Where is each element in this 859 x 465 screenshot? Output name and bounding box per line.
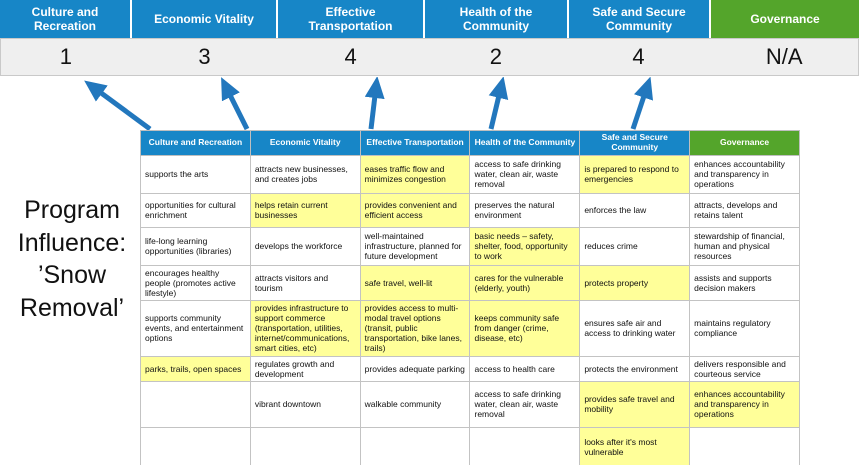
cell-r3c1: attracts visitors and tourism bbox=[249, 264, 361, 301]
cell-r2c2: well-maintained infrastructure, planned … bbox=[359, 226, 471, 266]
score-value-5: N/A bbox=[765, 44, 803, 69]
cell-r1c3: preserves the natural environment bbox=[469, 192, 581, 228]
table-header-row: Culture and Recreation Economic Vitality E… bbox=[140, 130, 800, 156]
cell-r3c5: assists and supports decision makers bbox=[689, 264, 800, 301]
cell-r0c5: enhances accountability and transparency… bbox=[689, 154, 800, 194]
cell-r6c2: walkable community bbox=[359, 380, 471, 428]
score-value-1: 3 bbox=[198, 44, 211, 69]
cell-r4c2: provides access to multi-modal travel op… bbox=[359, 299, 471, 357]
cell-r1c1: helps retain current businesses bbox=[249, 192, 361, 228]
cell-r7c0 bbox=[140, 426, 251, 465]
cell-r1c2: provides convenient and efficient access bbox=[359, 192, 471, 228]
cell-r5c0: parks, trails, open spaces bbox=[140, 355, 251, 382]
score-value-3: 2 bbox=[489, 44, 502, 69]
cell-r7c2 bbox=[359, 426, 471, 465]
cell-r5c1: regulates growth and development bbox=[249, 355, 361, 382]
cell-r2c3: basic needs – safety, shelter, food, opp… bbox=[469, 226, 581, 266]
score-value-2: 4 bbox=[344, 44, 357, 69]
category-header-row: Culture and Recreation Economic Vitality E… bbox=[0, 0, 859, 38]
table-row-6: vibrant downtown walkable community access… bbox=[140, 380, 800, 428]
table-row-5: parks, trails, open spaces regulates grow… bbox=[140, 355, 800, 382]
table-row-1: opportunities for cultural enrichment hel… bbox=[140, 192, 800, 228]
program-influence-title: Program Influence: ’Snow Removal’ bbox=[2, 194, 142, 324]
cell-r0c4: is prepared to respond to emergencies bbox=[579, 154, 691, 194]
table-header-0: Culture and Recreation bbox=[140, 130, 251, 156]
category-header-2: Effective Transportation bbox=[278, 0, 423, 38]
cell-r1c0: opportunities for cultural enrichment bbox=[140, 192, 251, 228]
cell-r1c5: attracts, develops and retains talent bbox=[689, 192, 800, 228]
score-row: 1 3 4 2 4 N/A bbox=[0, 38, 859, 76]
cell-r6c1: vibrant downtown bbox=[249, 380, 361, 428]
cell-r6c0 bbox=[140, 380, 251, 428]
cell-r3c3: cares for the vulnerable (elderly, youth… bbox=[469, 264, 581, 301]
arrows-layer bbox=[0, 76, 859, 132]
cell-r0c3: access to safe drinking water, clean air… bbox=[469, 154, 581, 194]
category-header-3: Health of the Community bbox=[425, 0, 567, 38]
cell-r3c0: encourages healthy people (promotes acti… bbox=[140, 264, 251, 301]
table-row-4: supports community events, and entertain… bbox=[140, 299, 800, 357]
cell-r5c4: protects the environment bbox=[579, 355, 691, 382]
cell-r4c3: keeps community safe from danger (crime,… bbox=[469, 299, 581, 357]
table-row-2: life-long learning opportunities (librar… bbox=[140, 226, 800, 266]
cell-r7c5 bbox=[689, 426, 800, 465]
cell-r3c4: protects property bbox=[579, 264, 691, 301]
title-line-4: Removal’ bbox=[19, 293, 125, 322]
cell-r2c4: reduces crime bbox=[579, 226, 691, 266]
table-header-4: Safe and Secure Community bbox=[579, 130, 691, 156]
cell-r6c4: provides safe travel and mobility bbox=[579, 380, 691, 428]
title-line-2: Influence: bbox=[17, 228, 127, 257]
category-header-4: Safe and Secure Community bbox=[569, 0, 709, 38]
cell-r0c0: supports the arts bbox=[140, 154, 251, 194]
category-header-1: Economic Vitality bbox=[132, 0, 276, 38]
influence-matrix-table: Culture and Recreation Economic Vitality E… bbox=[140, 130, 800, 465]
arrow-health bbox=[488, 76, 509, 130]
cell-r2c5: stewardship of financial, human and phys… bbox=[689, 226, 800, 266]
cell-r4c0: supports community events, and entertain… bbox=[140, 299, 251, 357]
cell-r2c1: develops the workforce bbox=[249, 226, 361, 266]
cell-r4c1: provides infrastructure to support comme… bbox=[249, 299, 361, 357]
title-line-3: ’Snow bbox=[37, 261, 107, 289]
table-row-7: looks after it's most vulnerable bbox=[140, 426, 800, 465]
cell-r7c1 bbox=[249, 426, 361, 465]
cell-r2c0: life-long learning opportunities (librar… bbox=[140, 226, 251, 266]
cell-r3c2: safe travel, well-lit bbox=[359, 264, 471, 301]
table-row-0: supports the arts attracts new businesses… bbox=[140, 154, 800, 194]
cell-r0c1: attracts new businesses, and creates job… bbox=[249, 154, 361, 194]
arrows-svg bbox=[84, 76, 654, 132]
table-header-2: Effective Transportation bbox=[359, 130, 471, 156]
cell-r1c4: enforces the law bbox=[579, 192, 691, 228]
cell-r6c5: enhances accountability and transparency… bbox=[689, 380, 800, 428]
score-value-0: 1 bbox=[59, 44, 72, 69]
cell-r4c5: maintains regulatory compliance bbox=[689, 299, 800, 357]
cell-r5c2: provides adequate parking bbox=[359, 355, 471, 382]
category-header-0: Culture and Recreation bbox=[0, 0, 130, 38]
table-header-1: Economic Vitality bbox=[249, 130, 361, 156]
cell-r5c5: delivers responsible and courteous servi… bbox=[689, 355, 800, 382]
score-value-4: 4 bbox=[632, 44, 645, 69]
cell-r0c2: eases traffic flow and minimizes congest… bbox=[359, 154, 471, 194]
table-header-5: Governance bbox=[689, 130, 800, 156]
table-header-3: Health of the Community bbox=[469, 130, 581, 156]
arrow-transportation bbox=[364, 76, 385, 130]
arrow-safe bbox=[630, 76, 654, 130]
cell-r5c3: access to health care bbox=[469, 355, 581, 382]
cell-r6c3: access to safe drinking water, clean air… bbox=[469, 380, 581, 428]
cell-r7c3 bbox=[469, 426, 581, 465]
category-header-5: Governance bbox=[711, 0, 859, 38]
cell-r4c4: ensures safe air and access to drinking … bbox=[579, 299, 691, 357]
arrow-culture bbox=[84, 80, 152, 132]
arrow-economic bbox=[221, 77, 250, 131]
title-line-1: Program bbox=[24, 196, 120, 224]
table-row-3: encourages healthy people (promotes acti… bbox=[140, 264, 800, 301]
cell-r7c4: looks after it's most vulnerable bbox=[579, 426, 691, 465]
